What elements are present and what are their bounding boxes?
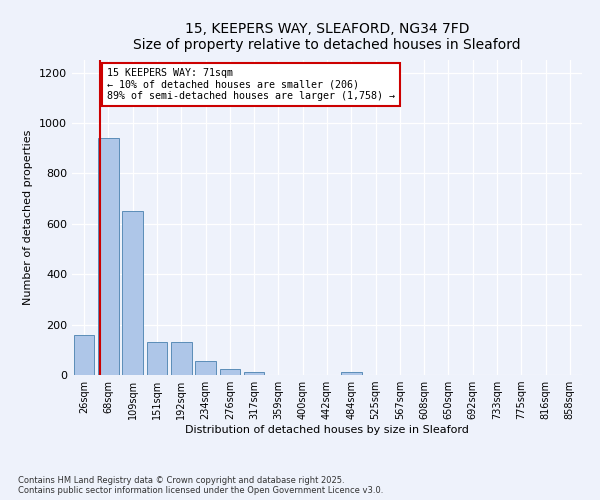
- Y-axis label: Number of detached properties: Number of detached properties: [23, 130, 34, 305]
- Bar: [244, 372, 265, 375]
- X-axis label: Distribution of detached houses by size in Sleaford: Distribution of detached houses by size …: [185, 425, 469, 435]
- Bar: [195, 361, 216, 375]
- Bar: [146, 342, 167, 375]
- Bar: [74, 334, 94, 375]
- Bar: [171, 342, 191, 375]
- Bar: [341, 372, 362, 375]
- Bar: [122, 211, 143, 375]
- Text: Contains HM Land Registry data © Crown copyright and database right 2025.
Contai: Contains HM Land Registry data © Crown c…: [18, 476, 383, 495]
- Text: 15 KEEPERS WAY: 71sqm
← 10% of detached houses are smaller (206)
89% of semi-det: 15 KEEPERS WAY: 71sqm ← 10% of detached …: [107, 68, 395, 101]
- Bar: [98, 138, 119, 375]
- Title: 15, KEEPERS WAY, SLEAFORD, NG34 7FD
Size of property relative to detached houses: 15, KEEPERS WAY, SLEAFORD, NG34 7FD Size…: [133, 22, 521, 52]
- Bar: [220, 368, 240, 375]
